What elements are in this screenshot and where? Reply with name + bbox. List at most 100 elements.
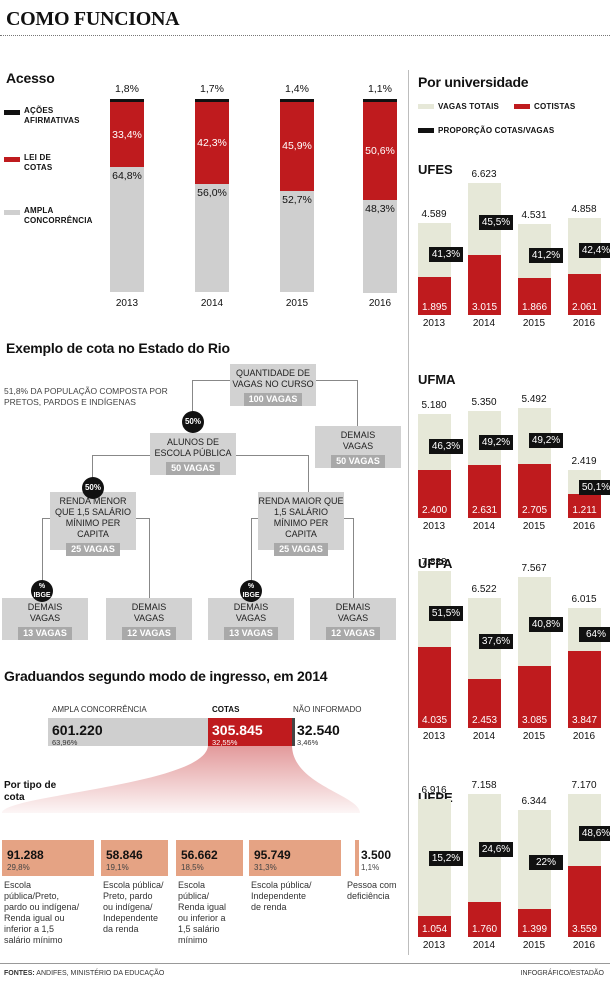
tree-leaf-1: DEMAIS VAGAS 13 VAGAS bbox=[2, 598, 88, 640]
proporcao-label: 41,2% bbox=[529, 248, 563, 264]
bar-cotistas bbox=[418, 469, 451, 518]
card-value: 95.749 bbox=[254, 848, 291, 862]
legend-label-vagas: VAGAS TOTAIS bbox=[438, 102, 500, 111]
stacked-bar-2015 bbox=[280, 99, 314, 293]
card-description: Escola pública/Renda igual ou inferior a 1,… bbox=[178, 880, 226, 946]
proporcao-label: 24,6% bbox=[479, 842, 513, 858]
title-divider bbox=[0, 35, 610, 36]
university-bar: 2.061 bbox=[568, 217, 601, 315]
card-desc-line: deficiência bbox=[347, 891, 390, 901]
label-lei: 45,9% bbox=[282, 140, 312, 153]
por-tipo-label: Por tipo de cota bbox=[4, 780, 57, 803]
university-bar: 3.559 bbox=[568, 793, 601, 937]
card-description: Pessoa com deficiência bbox=[347, 880, 397, 902]
card-desc-line: Independente bbox=[251, 891, 307, 901]
stacked-bar-2016 bbox=[363, 99, 397, 293]
tree-leaf-4-vagas: 12 VAGAS bbox=[326, 627, 380, 640]
card-box bbox=[101, 840, 168, 876]
proporcao-label: 51,5% bbox=[429, 605, 463, 621]
vagas-label: 6.916 bbox=[421, 784, 447, 796]
card-desc-line: ou inferior a bbox=[178, 913, 226, 923]
column-divider bbox=[408, 70, 409, 955]
year-label: 2015 bbox=[285, 298, 309, 309]
vagas-label: 7.833 bbox=[421, 557, 447, 569]
exemplo-title: Exemplo de cota no Estado do Rio bbox=[6, 340, 230, 356]
card-desc-line: Independente bbox=[103, 913, 159, 923]
tree-node-publica-vagas: 50 VAGAS bbox=[166, 462, 220, 475]
year-label: 2016 bbox=[572, 318, 596, 329]
card-desc-line: salário mínimo bbox=[4, 935, 63, 945]
bar-segment-ampla bbox=[110, 166, 144, 292]
tree-node-demais-top-vagas: 50 VAGAS bbox=[331, 455, 385, 468]
vagas-label: 7.567 bbox=[521, 562, 547, 574]
cotas-value: 305.845 bbox=[212, 722, 263, 738]
legend-swatch-acoes bbox=[4, 110, 20, 115]
card-box bbox=[176, 840, 243, 876]
label-ampla: 56,0% bbox=[197, 186, 227, 199]
cotistas-label: 3.015 bbox=[471, 301, 498, 313]
bar-segment-lei bbox=[110, 102, 144, 167]
tree-leaf-3: DEMAIS VAGAS 13 VAGAS bbox=[208, 598, 294, 640]
nao-informado-label: NÃO INFORMADO bbox=[293, 705, 362, 714]
footer-credit: INFOGRÁFICO/ESTADÃO bbox=[520, 970, 605, 977]
proporcao-label: 15,2% bbox=[429, 851, 463, 867]
card-pct: 1,1% bbox=[361, 863, 380, 872]
university-bar: 2.453 bbox=[468, 597, 501, 728]
bar-cotistas bbox=[568, 651, 601, 728]
university-bar: 1.866 bbox=[518, 224, 551, 315]
year-label: 2013 bbox=[115, 298, 139, 309]
year-label: 2014 bbox=[472, 521, 496, 532]
stacked-bar-2013 bbox=[110, 99, 144, 292]
tree-leaf-3-label: DEMAIS VAGAS bbox=[233, 602, 269, 623]
proporcao-label: 49,2% bbox=[479, 435, 513, 451]
bar-segment-acoes bbox=[195, 99, 229, 103]
tree-node-demais-top-label: DEMAIS VAGAS bbox=[340, 430, 376, 451]
year-label: 2013 bbox=[422, 521, 446, 532]
year-label: 2014 bbox=[472, 731, 496, 742]
universidade-title: Por universidade bbox=[418, 74, 529, 90]
university-title: UFES bbox=[418, 162, 453, 177]
label-acoes: 1,1% bbox=[368, 83, 392, 95]
tree-node-publica: ALUNOS DE ESCOLA PÚBLICA 50 VAGAS bbox=[150, 433, 236, 475]
year-label: 2013 bbox=[422, 731, 446, 742]
tree-leaf-4-label: DEMAIS VAGAS bbox=[335, 602, 371, 623]
legend-label-ampla: AMPLA CONCORRÊNCIA bbox=[24, 206, 93, 225]
bar-cotistas bbox=[418, 647, 451, 728]
card-value: 58.846 bbox=[106, 848, 143, 862]
populacao-note: 51,8% DA POPULAÇÃO COMPOSTA POR PRETOS, … bbox=[4, 386, 168, 407]
legend-swatch-proporcao bbox=[418, 128, 434, 133]
legend-label-cotistas: COTISTAS bbox=[534, 102, 576, 111]
bar-cotistas bbox=[518, 666, 551, 728]
acesso-title: Acesso bbox=[6, 70, 55, 86]
label-lei: 33,4% bbox=[112, 128, 142, 141]
cotistas-label: 4.035 bbox=[421, 714, 448, 726]
cotistas-label: 3.559 bbox=[571, 923, 598, 935]
bar-vagas-totais bbox=[418, 798, 451, 937]
card-value: 56.662 bbox=[181, 848, 218, 862]
legend-label-acoes: AÇÕES AFIRMATIVAS bbox=[24, 106, 80, 125]
university-bar: 1.760 bbox=[468, 793, 501, 937]
university-bar: 2.631 bbox=[468, 411, 501, 518]
bar-cotistas bbox=[468, 254, 501, 315]
tree-node-renda-maior-label: RENDA MAIOR QUE 1,5 SALÁRIO MÍNIMO PER C… bbox=[258, 496, 344, 539]
card-desc-line: Pessoa com bbox=[347, 880, 397, 890]
card-desc-line: Renda igual bbox=[178, 902, 227, 912]
label-acoes: 1,7% bbox=[200, 83, 224, 95]
card-pct: 29,8% bbox=[7, 863, 30, 872]
card-box bbox=[2, 840, 94, 876]
year-label: 2014 bbox=[472, 940, 496, 951]
tree-node-renda-menor-label: RENDA MENOR QUE 1,5 SALÁRIO MÍNIMO PER C… bbox=[54, 496, 132, 539]
year-label: 2013 bbox=[422, 318, 446, 329]
card-value: 91.288 bbox=[7, 848, 44, 862]
bar-segment-acoes bbox=[110, 99, 144, 103]
footer-sources: FONTES: ANDIFES, MINISTÉRIO DA EDUCAÇÃO bbox=[4, 970, 164, 977]
bar-segment-ampla bbox=[195, 183, 229, 292]
cotistas-label: 1.399 bbox=[521, 923, 548, 935]
vagas-label: 4.531 bbox=[521, 210, 547, 222]
vagas-label: 5.492 bbox=[521, 394, 547, 406]
university-title: UFMA bbox=[418, 372, 456, 387]
bar-cotistas bbox=[568, 493, 601, 518]
cotistas-label: 2.453 bbox=[471, 714, 498, 726]
nao-informado-value: 32.540 bbox=[297, 722, 340, 738]
badge-ibge-1-top: % bbox=[38, 583, 46, 590]
